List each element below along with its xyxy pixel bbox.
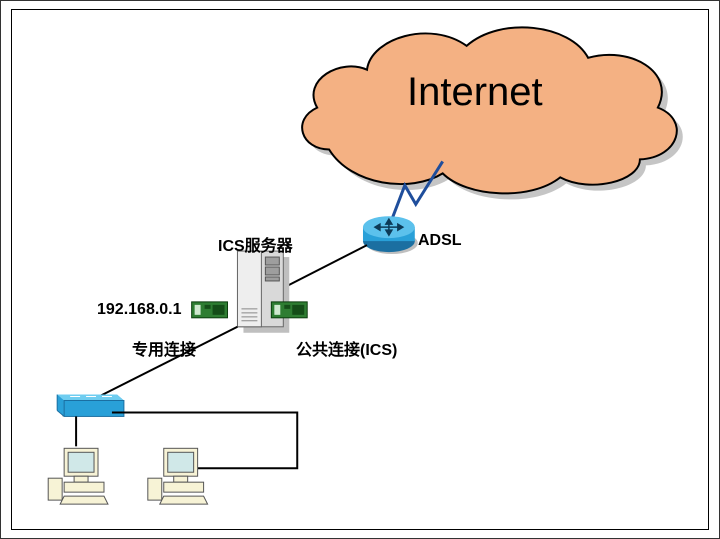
nic-right-icon <box>271 302 307 318</box>
internet-label: Internet <box>407 70 543 115</box>
network-svg <box>12 10 708 529</box>
pc2-icon <box>148 448 208 504</box>
ics-server-label: ICS服务器 <box>218 232 293 256</box>
adsl-label: ADSL <box>418 232 462 250</box>
link-router-server <box>281 245 367 289</box>
diagram-stage: Internet ADSL ICS服务器 192.168.0.1 专用连接 公共… <box>11 9 709 530</box>
ics-server-icon <box>237 251 289 333</box>
pc1-icon <box>48 448 108 504</box>
link-switch-pc2 <box>112 412 297 468</box>
router-icon <box>363 216 418 254</box>
private-link-label: 专用连接 <box>132 336 196 360</box>
ip-label: 192.168.0.1 <box>97 301 182 319</box>
public-link-label: 公共连接(ICS) <box>296 336 397 360</box>
nic-left-icon <box>192 302 228 318</box>
